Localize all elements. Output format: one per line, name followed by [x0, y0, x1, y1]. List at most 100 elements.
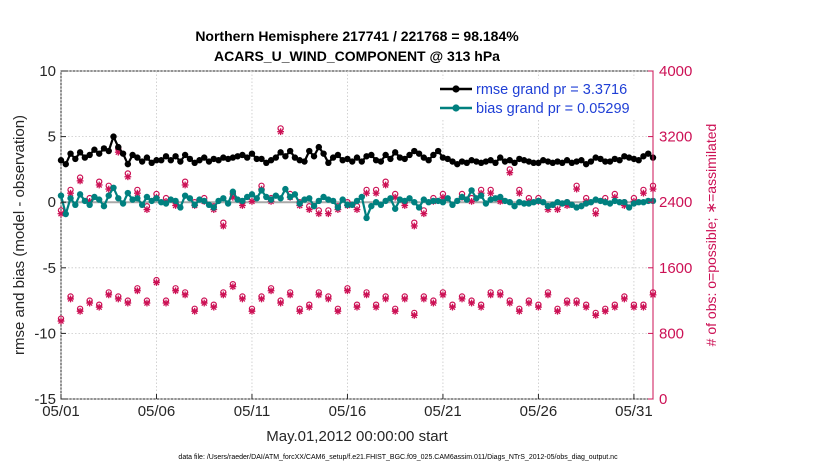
obs-assimilated-point	[525, 299, 533, 307]
asterisk-stroke	[516, 190, 523, 197]
rmse-point	[487, 157, 494, 164]
asterisk-stroke	[296, 308, 303, 315]
bias-point	[549, 201, 556, 209]
asterisk-stroke	[401, 296, 408, 302]
asterisk-stroke	[497, 291, 504, 298]
asterisk-stroke	[258, 296, 265, 302]
asterisk-stroke	[277, 128, 284, 135]
rmse-point	[334, 151, 342, 159]
bias-point	[57, 192, 65, 199]
bias-point	[205, 201, 213, 209]
legend-rmse-marker	[452, 85, 460, 93]
asterisk-stroke	[344, 287, 351, 294]
obs-assimilated-point	[95, 181, 103, 189]
obs-assimilated-point	[353, 206, 361, 213]
data-file-footer: data file: /Users/raeder/DAI/ATM_forcXX/…	[178, 454, 618, 461]
asterisk-stroke	[249, 308, 255, 315]
right-y-tick-label: 3200	[659, 129, 692, 146]
asterisk-stroke	[478, 304, 485, 311]
asterisk-stroke	[182, 291, 189, 298]
bias-point	[181, 192, 189, 199]
asterisk-stroke	[573, 300, 580, 307]
rmse-point	[110, 133, 117, 140]
obs-assimilated-point	[315, 210, 323, 218]
right-y-axis-label: # of obs: o=possible; ∗=assimilated	[703, 124, 719, 347]
obs-assimilated-point	[258, 295, 265, 303]
plot-area	[60, 70, 654, 400]
chart-title-line-2: ACARS_U_WIND_COMPONENT @ 313 hPa	[214, 48, 500, 64]
obs-assimilated-point	[468, 299, 475, 307]
rmse-point	[181, 151, 189, 159]
bias-point	[454, 197, 461, 205]
legend: rmse grand pr = 3.3716 bias grand pr = 0…	[431, 78, 647, 120]
bias-point	[248, 191, 256, 198]
left-y-tick-label: -10	[34, 325, 56, 342]
rmse-point	[391, 149, 399, 156]
rmse-point	[81, 154, 89, 161]
rmse-point	[306, 147, 313, 155]
bias-point	[415, 204, 423, 211]
obs-assimilated-point	[382, 295, 390, 303]
asterisk-stroke	[306, 304, 313, 311]
asterisk-stroke	[153, 279, 160, 286]
asterisk-stroke	[535, 304, 542, 311]
obs-assimilated-point	[573, 185, 581, 193]
bias-point	[511, 202, 518, 210]
rmse-point	[387, 155, 394, 163]
asterisk-stroke	[506, 169, 513, 176]
rmse-point	[253, 155, 260, 163]
bias-point	[286, 193, 294, 201]
rmse-point	[640, 153, 647, 160]
rmse-point	[420, 154, 428, 161]
left-y-tick-label: -15	[34, 391, 56, 408]
obs-assimilated-point	[172, 287, 179, 295]
obs-assimilated-point	[353, 303, 361, 311]
bias-point	[377, 201, 385, 209]
legend-bias-marker	[452, 104, 460, 112]
bias-point	[320, 193, 327, 201]
asterisk-stroke	[67, 296, 74, 302]
obs-assimilated-point	[86, 299, 94, 307]
bias-point	[349, 201, 356, 209]
bias-point	[67, 195, 74, 202]
asterisk-stroke	[77, 308, 84, 315]
asterisk-stroke	[611, 304, 618, 311]
obs-assimilated-point	[248, 197, 256, 205]
rmse-point	[72, 155, 79, 163]
obs-assimilated-point	[124, 299, 132, 307]
left-y-tick-label: 5	[48, 129, 56, 146]
rmse-point	[263, 159, 270, 167]
bias-point	[277, 195, 284, 202]
bias-point	[444, 195, 451, 202]
bias-point	[506, 199, 513, 206]
rmse-point	[267, 157, 275, 164]
obs-assimilated-point	[420, 210, 428, 218]
obs-assimilated-point	[57, 210, 65, 218]
asterisk-stroke	[191, 308, 198, 315]
bias-point	[177, 204, 184, 211]
obs-assimilated-point	[191, 307, 199, 315]
obs-assimilated-point	[449, 303, 456, 311]
x-tick-label: 05/31	[615, 403, 653, 420]
obs-assimilated-point	[305, 303, 313, 311]
bias-point	[124, 189, 132, 197]
rmse-point	[587, 158, 595, 165]
asterisk-stroke	[287, 291, 294, 298]
x-tick-label: 05/06	[138, 403, 176, 420]
bias-point	[482, 200, 490, 207]
bias-point	[272, 192, 280, 199]
asterisk-stroke	[229, 283, 236, 290]
bias-point	[201, 197, 208, 205]
obs-assimilated-point	[372, 303, 380, 311]
left-y-tick-label: -5	[43, 260, 56, 277]
rmse-point	[511, 159, 518, 167]
rmse-point	[492, 159, 499, 167]
obs-assimilated-point	[640, 189, 647, 197]
bias-point	[315, 197, 323, 205]
rmse-point	[62, 160, 69, 168]
rmse-point	[530, 159, 537, 167]
rmse-point	[272, 154, 280, 161]
bias-point	[153, 195, 160, 202]
asterisk-stroke	[115, 296, 122, 302]
asterisk-stroke	[315, 210, 322, 217]
